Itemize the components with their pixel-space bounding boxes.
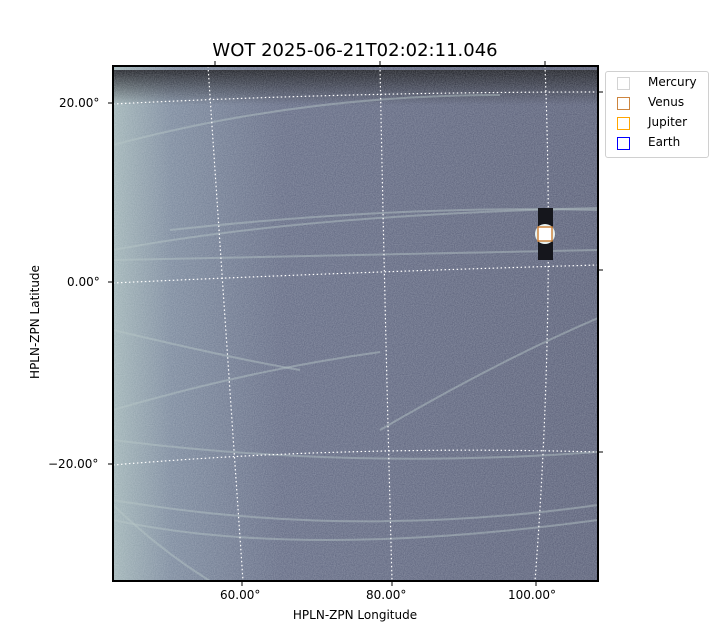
x-tick-label: 100.00° [508, 588, 556, 602]
streak [113, 504, 211, 581]
legend-label: Mercury [648, 75, 697, 89]
axes-frame [112, 65, 599, 582]
y-tick-label: 20.00° [59, 96, 100, 110]
streak [113, 499, 598, 523]
streak [113, 207, 598, 251]
grid-line [207, 66, 244, 581]
mercury-swatch [617, 77, 630, 90]
grid-line [113, 449, 598, 466]
jupiter-swatch [617, 117, 630, 130]
y-tick-label: −20.00° [48, 457, 99, 471]
streak [113, 94, 501, 146]
legend-label: Venus [648, 95, 685, 109]
streak [113, 439, 598, 460]
image-noise [113, 66, 598, 581]
legend-label: Jupiter [648, 115, 688, 129]
grid-line [113, 264, 598, 284]
legend-label: Earth [648, 135, 681, 149]
earth-swatch [617, 137, 630, 150]
y-tick-label: 0.00° [67, 275, 100, 289]
y-axis-label: HPLN-ZPN Latitude [28, 265, 42, 379]
x-tick-label: 80.00° [366, 588, 407, 602]
streak [113, 519, 598, 541]
venus-marker [537, 226, 553, 242]
streak [113, 351, 381, 411]
streak [113, 329, 301, 371]
venus-swatch [617, 97, 630, 110]
chart-title: WOT 2025-06-21T02:02:11.046 [212, 40, 498, 61]
legend: Mercury Venus Jupiter Earth [605, 71, 709, 158]
streak [379, 317, 598, 431]
x-tick-label: 60.00° [220, 588, 261, 602]
streak [113, 249, 598, 261]
x-axis-label: HPLN-ZPN Longitude [292, 608, 418, 622]
grid-line [113, 91, 598, 105]
